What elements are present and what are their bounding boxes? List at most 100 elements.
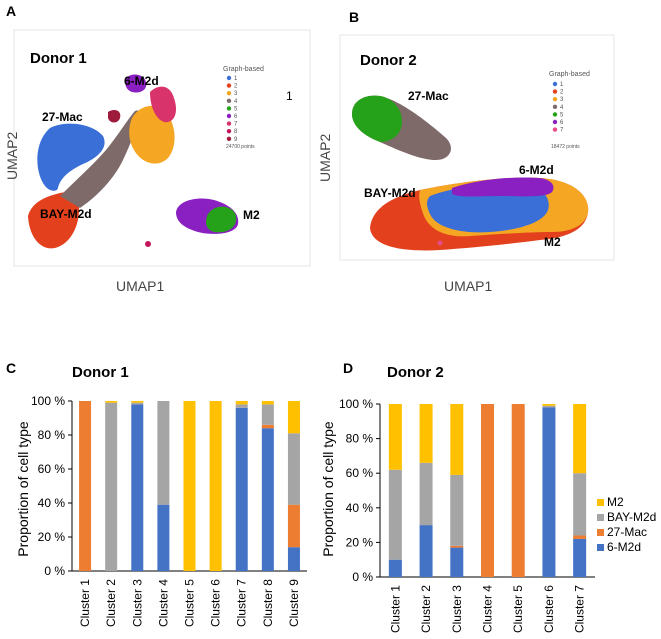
legend-swatch — [597, 544, 604, 551]
bar-segment-m2 — [419, 404, 433, 463]
bar-segment-bay-m2d — [157, 401, 170, 505]
umap-a-legend-label: 3 — [234, 91, 238, 97]
umap-a-legend-label: 1 — [234, 76, 238, 82]
bar-segment-6-m2d — [261, 428, 274, 571]
bar-segment-27-mac — [79, 401, 92, 571]
x-tick-label: Cluster 1 — [388, 585, 402, 633]
umap-b-legend-dot — [552, 89, 558, 94]
bar-segment-bay-m2d — [287, 433, 300, 505]
bar-segment-m2 — [573, 404, 587, 474]
x-tick-label: Cluster 4 — [481, 585, 495, 633]
bar-segment-bay-m2d — [573, 473, 587, 536]
umap-a-legend-dot — [226, 136, 232, 141]
umap-b-points — [352, 95, 589, 251]
umap-b-label-m2: M2 — [544, 235, 561, 249]
panel-b: B Donor 2 27-Mac 6-M2d BAY-M2d M2 Graph-… — [317, 9, 615, 294]
umap-b-legend-dot — [552, 112, 558, 117]
umap-b-outlier — [437, 240, 443, 246]
bar-segment-bay-m2d — [542, 405, 556, 408]
legend-swatch — [597, 529, 604, 536]
umap-a-cluster-m2-green — [206, 206, 237, 233]
bar-segment-6-m2d — [235, 407, 248, 571]
bar-segment-m2 — [261, 401, 274, 405]
bar-segment-m2 — [287, 401, 300, 434]
x-tick-label: Cluster 3 — [450, 585, 464, 633]
umap-a-legend-dot — [226, 129, 232, 134]
y-tick-label: 40 % — [346, 501, 374, 515]
umap-a-legend-label: 7 — [234, 122, 238, 128]
bar-segment-bay-m2d — [261, 404, 274, 425]
x-tick-label: Cluster 1 — [78, 579, 92, 627]
umap-a-cluster-27mac — [37, 123, 105, 191]
x-tick-label: Cluster 4 — [156, 579, 170, 627]
umap-a-legend-items: 1 23 45 6 78 9 — [226, 75, 238, 143]
bar-segment-6-m2d — [287, 547, 300, 571]
y-tick-label: 0 % — [352, 570, 373, 584]
bar-segment-27-mac — [511, 404, 525, 577]
umap-a-label-bay: BAY-M2d — [40, 207, 92, 221]
umap-b-legend-title: Graph-based — [549, 71, 590, 78]
umap-a-legend-dot — [226, 75, 232, 81]
bar-segment-bay-m2d — [388, 469, 402, 560]
umap-a-cluster-pink — [150, 86, 176, 123]
x-tick-label: Cluster 2 — [419, 585, 433, 633]
umap-a-legend-label: 9 — [234, 137, 238, 143]
umap-a-label-27mac: 27-Mac — [42, 110, 83, 124]
umap-b-legend-dot — [552, 97, 558, 102]
panel-a-letter: A — [6, 3, 16, 19]
x-tick-label: Cluster 5 — [183, 579, 197, 627]
chart-c: 0 % 20 % 40 % 60 % 80 % 100 % Cluster 1 Cluster… — [31, 394, 307, 627]
umap-b-ylabel: UMAP2 — [317, 134, 333, 182]
umap-b-legend-dot — [552, 104, 558, 110]
umap-b-legend-label: 3 — [560, 97, 564, 103]
y-tick-label: 80 % — [346, 432, 374, 446]
bar-segment-6-m2d — [419, 525, 433, 577]
legend-swatch — [597, 514, 604, 521]
umap-a-legend-dot — [226, 113, 232, 119]
umap-b-legend-label: 2 — [560, 90, 564, 96]
umap-a-points — [28, 74, 239, 249]
umap-a-label-m2: M2 — [243, 208, 260, 222]
bar-segment-bay-m2d — [450, 474, 464, 546]
legend-swatch — [597, 499, 604, 506]
y-tick-label: 20 % — [346, 535, 374, 549]
x-tick-label: Cluster 7 — [235, 579, 249, 627]
x-tick-label: Cluster 3 — [130, 579, 144, 627]
bar-segment-m2 — [235, 401, 248, 405]
bar-segment-6-m2d — [542, 407, 556, 577]
x-tick-label: Cluster 2 — [104, 579, 118, 627]
umap-a-legend-title: Graph-based — [223, 66, 264, 73]
umap-b-cluster-6m2d — [452, 177, 554, 197]
chart-d: 0 % 20 % 40 % 60 % 80 % 100 % Cluster 1 Cluster… — [339, 397, 595, 633]
bar-segment-bay-m2d — [131, 402, 144, 405]
bar-segment-27-mac — [450, 545, 464, 548]
bar-segment-27-mac — [481, 404, 494, 577]
x-tick-label: Cluster 5 — [511, 585, 525, 633]
x-tick-label: Cluster 6 — [542, 585, 556, 633]
umap-a-cluster-6m2d — [125, 74, 147, 93]
bar-segment-m2 — [131, 401, 144, 403]
umap-b-label-6m2d: 6-M2d — [519, 163, 554, 177]
umap-a-outlier — [145, 241, 151, 247]
y-tick-label: 20 % — [38, 530, 66, 544]
legend-label: 6-M2d — [607, 540, 641, 554]
umap-b-label-bay: BAY-M2d — [364, 186, 416, 200]
umap-a-legend: Graph-based 1 23 45 6 78 9 24700 points — [223, 66, 264, 150]
umap-a-points-count: 24700 points — [226, 144, 255, 150]
panel-c-letter: C — [6, 360, 16, 376]
y-tick-label: 100 % — [31, 394, 65, 408]
umap-b-cluster-27mac-green — [352, 95, 402, 142]
umap-a-legend-label: 6 — [234, 114, 238, 120]
panel-d-letter: D — [343, 360, 353, 376]
umap-a-legend-label: 2 — [234, 84, 238, 90]
umap-a-xlabel: UMAP1 — [116, 278, 164, 294]
umap-a-legend-dot — [226, 121, 232, 126]
umap-b-legend-label: 6 — [560, 120, 564, 126]
umap-b-legend-label: 7 — [560, 128, 564, 134]
legend-label: BAY-M2d — [607, 510, 656, 524]
bar-segment-m2 — [542, 404, 556, 406]
y-tick-label: 60 % — [346, 466, 374, 480]
